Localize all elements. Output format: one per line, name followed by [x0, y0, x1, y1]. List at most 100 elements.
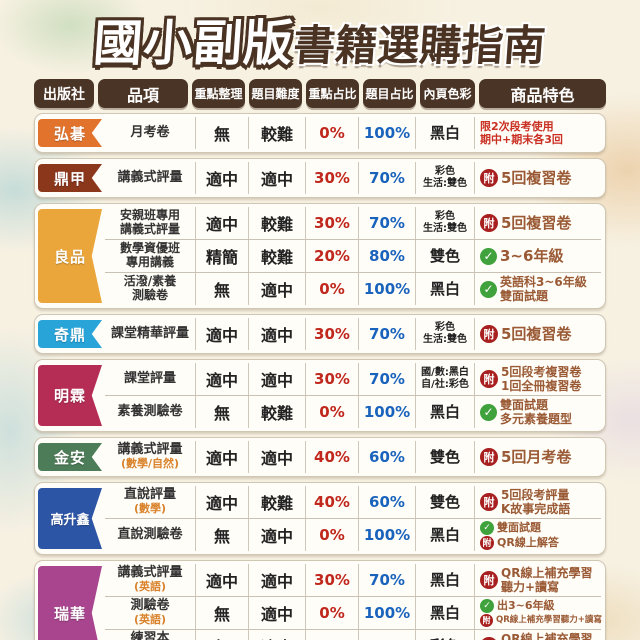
- item-cell: 課堂評量: [105, 363, 195, 395]
- page-color-value: 黑白: [429, 403, 460, 421]
- table-row: 課堂精華評量 適中 適中 30% 70% 彩色 生活:雙色附 5回複習卷: [105, 318, 601, 350]
- check-icon: ✓: [480, 280, 497, 298]
- item-name: 安親班專用: [119, 208, 180, 223]
- feature-text: 3~6年級: [500, 247, 563, 265]
- key-summary-cell: 無: [195, 273, 248, 305]
- attached-badge-icon: 附: [480, 535, 494, 550]
- feature-text: QR線上解答: [497, 536, 559, 549]
- question-ratio-cell: 100%: [358, 117, 415, 149]
- key-summary-cell-value: 無: [213, 404, 230, 423]
- item-name: 課堂精華評量: [110, 325, 189, 341]
- item-cell: 活潑/素養 測驗卷: [105, 273, 195, 305]
- publisher-ribbon: 弘碁: [38, 119, 102, 147]
- page-color-cell: 雙色: [415, 486, 474, 518]
- feature-text: 5回段考複習卷 1回全冊複習卷: [501, 365, 581, 394]
- feature-text-line: 5回月考卷: [501, 448, 572, 466]
- page-color-value: 彩色: [435, 165, 455, 177]
- question-ratio-cell-value: 70%: [369, 214, 405, 232]
- page-color-value: 生活:雙色: [423, 223, 467, 234]
- key-ratio-cell-value: 0%: [319, 637, 344, 640]
- publisher-card: 明霖 課堂評量 適中 適中 30% 70% 國/數:黑白 自/社:彩色附 5回段考複習卷 1回全冊…: [34, 359, 606, 432]
- page-title-rest: 書籍選購指南: [291, 21, 548, 70]
- page-title-highlight: 國小副版: [91, 15, 296, 72]
- feature-text: 英語科3~6年級 雙面試題: [500, 275, 587, 304]
- difficulty-cell-value: 適中: [260, 281, 293, 300]
- key-ratio-cell: 0%: [305, 630, 358, 640]
- feature: 附 5回複習卷: [480, 325, 571, 343]
- table-row: 講義式評量 (數學/自然) 適中 適中 40% 60% 雙色 附 5回月考卷: [105, 441, 601, 473]
- publisher-ribbon: 明霖: [38, 365, 102, 426]
- feature-text-line: 5回段考複習卷: [501, 364, 582, 379]
- feature-cell: ✓ 雙面試題附 QR線上解答: [474, 519, 601, 551]
- page-color-cell: 黑白: [415, 597, 474, 629]
- header-pill-key-summary: 重點整理: [192, 79, 245, 108]
- page-color-cell: 黑白: [415, 564, 474, 596]
- feature-cell: 限2次段考使用 期中+期末各3回: [474, 117, 601, 149]
- feature-text-line: QR線上補充學習: [501, 631, 593, 640]
- item-cell: 直說評量 (數學): [105, 486, 195, 518]
- item-name: 直說評量: [123, 487, 176, 503]
- key-summary-cell-value: 適中: [205, 170, 238, 189]
- key-ratio-cell: 0%: [305, 519, 358, 551]
- difficulty-cell: 較難: [248, 240, 305, 272]
- feature-text-line: QR線上補充學習聽力+讀寫: [496, 615, 602, 626]
- page-color-cell: 國/數:黑白 自/社:彩色: [415, 363, 474, 395]
- key-ratio-cell: 40%: [305, 441, 358, 473]
- item-name: 素養測驗卷: [117, 403, 183, 419]
- key-ratio-cell-value: 0%: [319, 604, 345, 622]
- feature-text-line: 5回段考評量: [501, 487, 570, 502]
- key-ratio-cell-value: 30%: [314, 370, 350, 388]
- feature: 附 5回段考複習卷 1回全冊複習卷: [480, 365, 581, 394]
- key-ratio-cell-value: 20%: [314, 247, 350, 265]
- page-color-value: 雙色: [429, 448, 460, 466]
- key-summary-cell-value: 無: [213, 281, 230, 300]
- page-color-cell: 黑白: [415, 396, 474, 428]
- feature: ✓ 出3~6年級: [480, 599, 555, 613]
- difficulty-cell-value: 適中: [260, 572, 293, 591]
- question-ratio-cell: 60%: [358, 441, 415, 473]
- difficulty-cell-value: 適中: [260, 326, 293, 345]
- difficulty-cell-value: 適中: [260, 527, 293, 546]
- question-ratio-cell-value: 80%: [369, 247, 405, 265]
- key-ratio-cell-value: 30%: [314, 169, 350, 187]
- difficulty-cell-value: 較難: [260, 215, 293, 234]
- item-name: 課堂評量: [123, 370, 176, 386]
- attached-badge-icon: 附: [480, 448, 498, 466]
- difficulty-cell-value: 適中: [260, 605, 293, 624]
- feature-text: 5回複習卷: [501, 325, 571, 343]
- page-color-cell: 雙色: [415, 240, 474, 272]
- feature-text-line: 雙面試題: [500, 289, 549, 303]
- check-icon: ✓: [480, 403, 497, 421]
- key-summary-cell: 無: [195, 396, 248, 428]
- key-summary-cell-value: 適中: [205, 572, 238, 591]
- feature-text-line: 多元素養題型: [500, 412, 573, 426]
- key-ratio-cell-value: 30%: [314, 571, 350, 589]
- feature-text-line: 5回複習卷: [501, 169, 572, 187]
- publisher-card: 金安 講義式評量 (數學/自然) 適中 適中 40% 60% 雙色 附 5回月考卷: [34, 437, 606, 477]
- publisher-card: 奇鼎 課堂精華評量 適中 適中 30% 70% 彩色 生活:雙色附 5回複習卷: [34, 314, 606, 354]
- item-cell: 月考卷: [105, 117, 195, 149]
- key-ratio-cell: 30%: [305, 363, 358, 395]
- difficulty-cell: 適中: [248, 318, 305, 350]
- page-color-value: 雙色: [429, 247, 460, 265]
- item-name: 數學資優班: [119, 241, 180, 256]
- publisher-ribbon: 鼎甲: [38, 164, 102, 192]
- page-color-cell: 彩色 生活:雙色: [415, 207, 474, 239]
- difficulty-cell: 適中: [248, 519, 305, 551]
- publisher-card: 鼎甲 講義式評量 適中 適中 30% 70% 彩色 生活:雙色附 5回複習卷: [34, 158, 606, 198]
- feature-cell: ✓ 出3~6年級附 QR線上補充學習聽力+讀寫: [474, 597, 604, 629]
- page-color-value: 黑白: [429, 124, 460, 142]
- attached-badge-icon: 附: [480, 637, 498, 640]
- item-name: 專用講義: [125, 255, 174, 269]
- page-color-value: 黑白: [429, 526, 460, 544]
- check-icon: ✓: [480, 247, 497, 265]
- table-row: 安親班專用 講義式評量 適中 較難 30% 70% 彩色 生活:雙色附 5回複習卷: [105, 207, 601, 239]
- feature-cell: ✓ 英語科3~6年級 雙面試題: [474, 273, 601, 305]
- feature-text-line: 5回複習卷: [501, 214, 572, 232]
- question-ratio-cell-value: 70%: [369, 370, 405, 388]
- feature-text-line: 期中+期末各3回: [480, 133, 563, 146]
- publisher-ribbon: 良品: [38, 209, 102, 303]
- feature-text: 出3~6年級: [497, 599, 555, 612]
- key-ratio-cell: 0%: [305, 396, 358, 428]
